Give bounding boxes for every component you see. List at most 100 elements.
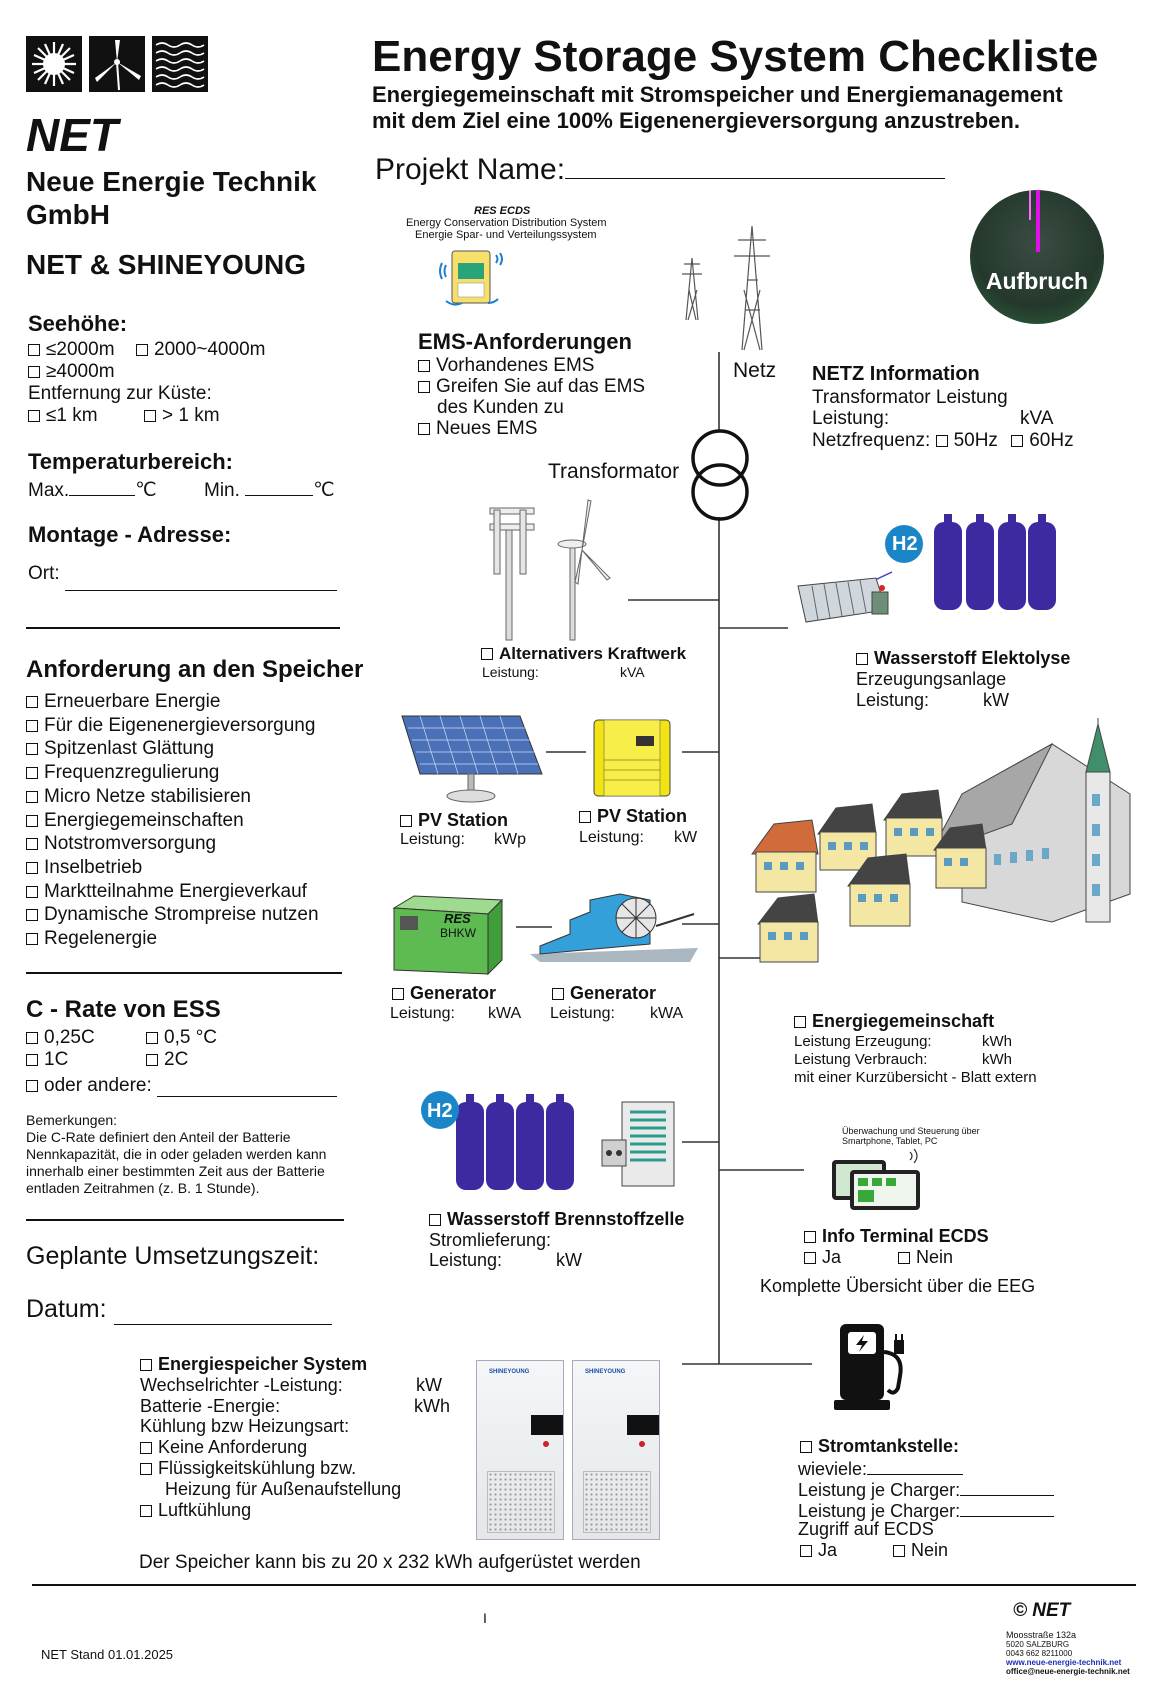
datum-field[interactable]: Datum:: [26, 1294, 332, 1325]
checkbox[interactable]: [26, 909, 38, 922]
charge-l2[interactable]: Leistung je Charger:: [798, 1477, 1055, 1501]
anforderung-item[interactable]: Spitzenlast Glättung: [26, 737, 214, 760]
anforderung-item[interactable]: Notstromversorgung: [26, 832, 216, 855]
anforderung-item[interactable]: Regelenergie: [26, 927, 157, 950]
charge-nein[interactable]: Nein: [893, 1540, 948, 1561]
checkbox[interactable]: [418, 360, 430, 372]
ess-opt3[interactable]: Luftkühlung: [140, 1500, 251, 1521]
netz-frequenz[interactable]: Netzfrequenz: 50Hz 60Hz: [812, 430, 1074, 451]
checkbox[interactable]: [804, 1231, 816, 1243]
coast-opt2[interactable]: > 1 km: [144, 404, 220, 427]
checkbox[interactable]: [26, 1054, 38, 1066]
checkbox[interactable]: [481, 648, 493, 660]
checkbox[interactable]: [26, 838, 38, 851]
checkbox[interactable]: [140, 1359, 152, 1371]
crate-opt3[interactable]: 1C: [26, 1048, 68, 1071]
checkbox[interactable]: [26, 743, 38, 756]
crate-opt4[interactable]: 2C: [146, 1048, 188, 1071]
checkbox[interactable]: [28, 410, 40, 422]
checkbox[interactable]: [28, 366, 40, 378]
alt-title[interactable]: Alternativers Kraftwerk: [481, 644, 686, 663]
project-name-line[interactable]: [565, 150, 946, 179]
seehoehe-opt3[interactable]: ≥4000m: [28, 360, 115, 383]
temp-min-field[interactable]: Min. ℃: [204, 477, 335, 502]
project-name-field[interactable]: Projekt Name:: [375, 150, 946, 187]
checkbox[interactable]: [429, 1214, 441, 1226]
ems-opt3[interactable]: Neues EMS: [418, 417, 537, 440]
checkbox[interactable]: [804, 1252, 816, 1264]
checkbox[interactable]: [26, 1032, 38, 1044]
seehoehe-opt1[interactable]: ≤2000m: [28, 338, 115, 361]
checkbox[interactable]: [579, 811, 591, 823]
anforderung-item[interactable]: Inselbetrieb: [26, 856, 142, 879]
gen2-title[interactable]: Generator: [552, 983, 656, 1004]
checkbox[interactable]: [400, 815, 412, 827]
seehoehe-opt2[interactable]: 2000~4000m: [136, 338, 265, 361]
checkbox[interactable]: [26, 696, 38, 708]
eg-title[interactable]: Energiegemeinschaft: [794, 1011, 994, 1032]
checkbox[interactable]: [794, 1016, 806, 1028]
charge-ja[interactable]: Ja: [800, 1540, 837, 1561]
checkbox[interactable]: [418, 423, 430, 435]
checkbox[interactable]: [552, 988, 564, 1000]
checkbox[interactable]: [856, 653, 868, 665]
checkbox[interactable]: [392, 988, 404, 1000]
terminal-nein[interactable]: Nein: [898, 1247, 953, 1268]
checkbox[interactable]: [26, 719, 38, 732]
pv1-title[interactable]: PV Station: [400, 810, 508, 831]
crate-opt1[interactable]: 0,25C: [26, 1026, 95, 1049]
anforderung-item[interactable]: Marktteilnahme Energieverkauf: [26, 880, 307, 903]
anforderung-item[interactable]: Micro Netze stabilisieren: [26, 785, 251, 808]
checkbox[interactable]: [26, 767, 38, 780]
terminal-title[interactable]: Info Terminal ECDS: [804, 1226, 989, 1247]
ems-opt2[interactable]: Greifen Sie auf das EMS: [418, 375, 645, 398]
h2-elektrolyse-title[interactable]: Wasserstoff Elektolyse: [856, 648, 1070, 669]
checkbox[interactable]: [26, 814, 38, 827]
checkbox[interactable]: [893, 1545, 905, 1557]
checkbox[interactable]: [140, 1505, 152, 1517]
ess-opt1[interactable]: Keine Anforderung: [140, 1437, 307, 1458]
address-rule[interactable]: [26, 627, 340, 629]
checkbox[interactable]: [140, 1442, 152, 1454]
ess-opt2[interactable]: Flüssigkeitskühlung bzw.: [140, 1458, 356, 1479]
anforderung-item-label: Für die Eigenenergieversorgung: [44, 714, 316, 736]
gen1-title[interactable]: Generator: [392, 983, 496, 1004]
crate-opt5[interactable]: oder andere:: [26, 1070, 338, 1097]
temp-max-field[interactable]: Max. ℃: [28, 477, 157, 502]
checkbox[interactable]: [898, 1252, 910, 1264]
anforderung-item[interactable]: Dynamische Strompreise nutzen: [26, 903, 319, 926]
checkbox[interactable]: [26, 861, 38, 874]
checkbox[interactable]: [144, 410, 156, 422]
charge-title[interactable]: Stromtankstelle:: [800, 1436, 959, 1457]
h2-brenn-title[interactable]: Wasserstoff Brennstoffzelle: [429, 1209, 684, 1230]
checkbox[interactable]: [800, 1545, 812, 1557]
checkbox[interactable]: [146, 1054, 158, 1066]
checkbox[interactable]: [1011, 435, 1024, 447]
charge-l1[interactable]: wieviele:: [798, 1456, 964, 1480]
checkbox[interactable]: [28, 344, 40, 356]
terminal-ja[interactable]: Ja: [804, 1247, 841, 1268]
anforderung-item[interactable]: Frequenzregulierung: [26, 761, 219, 784]
ess-title[interactable]: Energiespeicher System: [140, 1354, 367, 1375]
checkbox[interactable]: [418, 381, 430, 393]
checkbox[interactable]: [800, 1441, 812, 1453]
checkbox[interactable]: [26, 790, 38, 803]
anforderung-item[interactable]: Für die Eigenenergieversorgung: [26, 714, 315, 737]
anforderung-item[interactable]: Erneuerbare Energie: [26, 690, 220, 713]
checkbox[interactable]: [26, 933, 38, 945]
checkbox[interactable]: [26, 885, 38, 898]
ort-field[interactable]: Ort:: [28, 562, 337, 591]
checkbox[interactable]: [136, 344, 148, 356]
checkbox[interactable]: [26, 1080, 38, 1092]
charge-l3[interactable]: Leistung je Charger:: [798, 1498, 1055, 1522]
checkbox[interactable]: [140, 1463, 152, 1475]
pv2-title[interactable]: PV Station: [579, 806, 687, 827]
coast-opt1[interactable]: ≤1 km: [28, 404, 98, 427]
anforderung-item[interactable]: Energiegemeinschaften: [26, 809, 244, 832]
footer-mail[interactable]: office@neue-energie-technik.net: [1006, 1667, 1130, 1676]
crate-opt2[interactable]: 0,5 °C: [146, 1026, 217, 1049]
footer-web[interactable]: www.neue-energie-technik.net: [1006, 1658, 1122, 1667]
checkbox[interactable]: [146, 1032, 158, 1044]
ems-opt1[interactable]: Vorhandenes EMS: [418, 354, 594, 377]
checkbox[interactable]: [935, 435, 948, 447]
